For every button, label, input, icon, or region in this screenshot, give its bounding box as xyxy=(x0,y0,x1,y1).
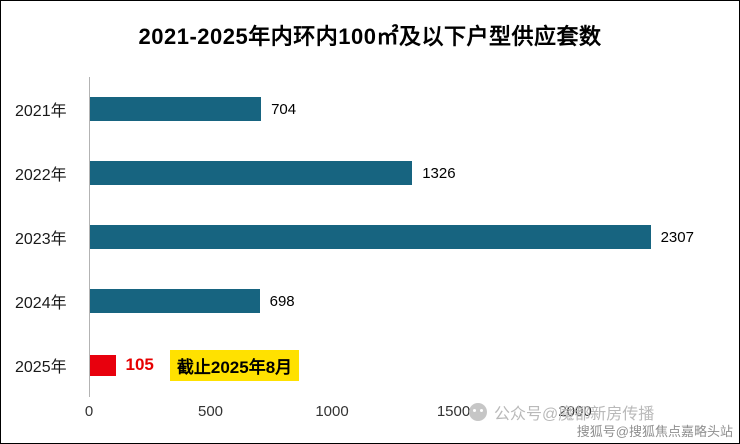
plot-area: 2307 xyxy=(89,205,739,269)
bar-row: 2022年 1326 xyxy=(1,141,739,205)
value-label: 704 xyxy=(271,100,297,118)
x-tick-label: 0 xyxy=(84,403,94,420)
bar xyxy=(90,225,651,249)
x-tick-label: 2000 xyxy=(558,403,592,420)
x-tick-label: 1500 xyxy=(436,403,471,420)
category-label: 2025年 xyxy=(15,359,67,376)
chart-title: 2021-2025年内环内100㎡及以下户型供应套数 xyxy=(138,24,602,49)
x-tick-label: 1000 xyxy=(315,403,349,420)
x-axis: 0 500 1000 1500 2000 xyxy=(85,399,739,425)
watermark-logo-icon xyxy=(469,403,487,421)
value-label: 2307 xyxy=(660,228,694,246)
value-label: 698 xyxy=(269,292,295,310)
category-label: 2023年 xyxy=(15,231,67,248)
category-label: 2024年 xyxy=(15,295,67,312)
category-label: 2021年 xyxy=(15,103,67,120)
category-label: 2022年 xyxy=(15,167,67,184)
bar xyxy=(90,289,260,313)
plot-area: 1326 xyxy=(89,141,739,205)
bar-row: 2023年 2307 xyxy=(1,205,739,269)
plot-area: 704 xyxy=(89,77,739,141)
value-label: 1326 xyxy=(422,164,456,182)
watermark-center: 公众号@魔都新房传播 xyxy=(469,400,654,424)
bar xyxy=(90,354,116,376)
value-label: 105 xyxy=(125,355,154,374)
chart-rows: 2021年 704 2022年 1326 2023年 2307 2024年 698 2025年 1… xyxy=(1,77,739,397)
plot-area: 698 xyxy=(89,269,739,333)
bar-row: 2021年 704 xyxy=(1,77,739,141)
x-tick-label: 500 xyxy=(197,403,224,420)
annotation-label: 截止2025年8月 xyxy=(169,349,300,381)
bar xyxy=(90,161,413,185)
watermark-corner: 搜狐号@搜狐焦点嘉略头站 xyxy=(576,424,733,439)
bar-row: 2024年 698 xyxy=(1,269,739,333)
bar-row: 2025年 105 截止2025年8月 xyxy=(1,333,739,397)
watermark-center-text: 公众号@魔都新房传播 xyxy=(494,406,655,423)
plot-area: 105 截止2025年8月 xyxy=(89,333,739,397)
bar xyxy=(90,97,262,121)
